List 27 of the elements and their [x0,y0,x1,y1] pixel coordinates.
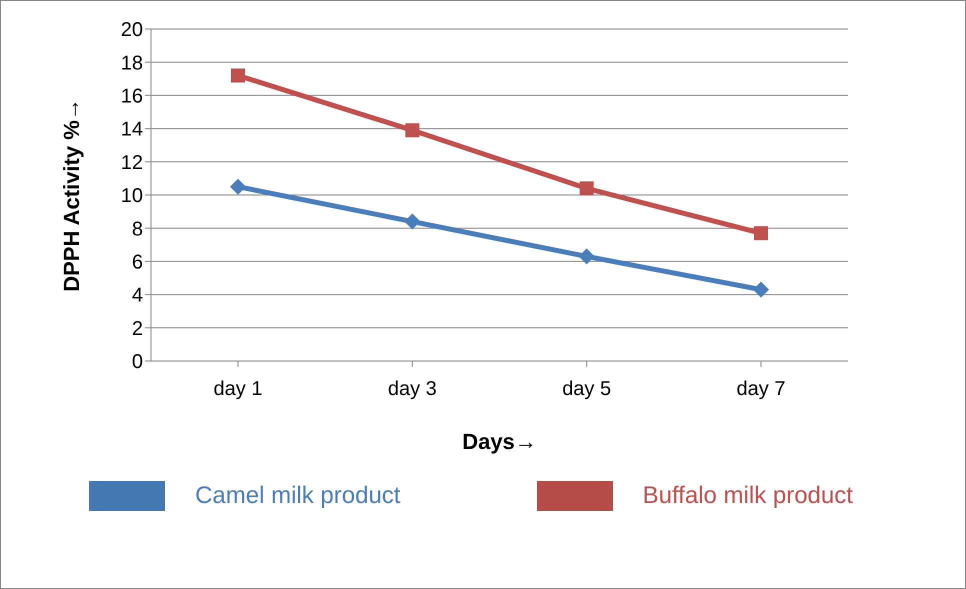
x-axis-title: Days→ [462,429,537,454]
x-tick-label: day 5 [562,378,612,400]
point [754,226,768,240]
y-tick-label: 10 [120,185,143,208]
x-tick-label: day 3 [388,378,437,400]
y-tick-label: 0 [132,351,143,374]
y-tick-label: 16 [120,86,143,108]
legend-label: Buffalo milk product [642,482,853,510]
y-axis-title: DPPH Activity %→ [58,98,84,292]
y-tick-label: 12 [120,152,143,174]
x-tick-label: day 7 [736,378,786,400]
y-tick-label: 2 [132,318,143,340]
point [230,178,246,195]
point [578,248,595,264]
y-tick-label: 6 [132,252,143,274]
y-tick-label: 18 [120,52,143,74]
y-tick-label: 14 [120,118,143,141]
legend-label: Camel milk product [195,482,400,510]
point [404,214,420,230]
point [580,181,594,196]
y-tick-label: 20 [120,19,143,42]
point [231,68,245,82]
point [405,123,420,138]
y-tick-label: 8 [132,218,143,240]
x-tick-label: day 1 [214,378,262,400]
point [753,282,769,298]
y-tick-label: 4 [132,284,143,307]
